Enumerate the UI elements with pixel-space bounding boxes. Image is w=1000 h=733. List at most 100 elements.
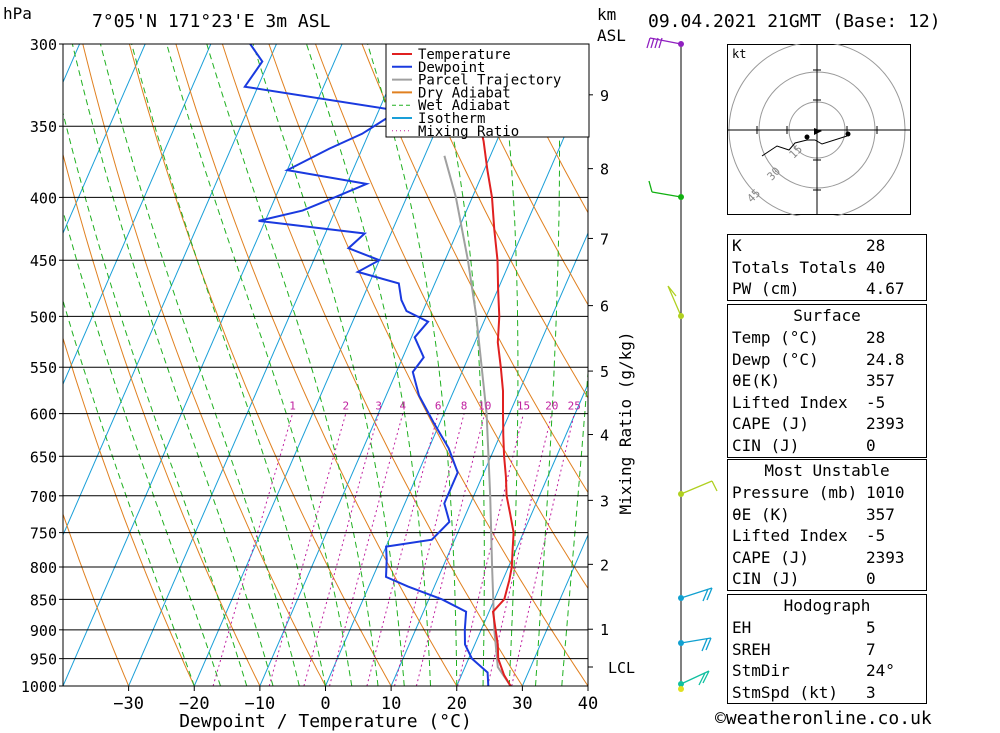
- row-temp: Temp (°C) 28: [732, 328, 886, 347]
- temperature-tick-label: −30: [113, 694, 144, 714]
- wet-adiabat-line: [71, 44, 274, 686]
- hodograph-point: [804, 134, 810, 140]
- mixing-ratio-axis-label: Mixing Ratio (g/kg): [616, 331, 635, 514]
- mixing-ratio-label: 8: [461, 400, 468, 413]
- height-km-label: 9: [600, 87, 609, 105]
- isotherm-line: [521, 533, 588, 686]
- row-cin: CIN (J) 0: [732, 435, 876, 455]
- row-theta-e: θE(K) 357: [732, 371, 895, 391]
- mixing-ratio-label: 10: [478, 400, 491, 413]
- row-totals-totals: Totals Totals 40: [732, 257, 886, 277]
- mixing-ratio-label: 3: [375, 400, 382, 413]
- parcel-trajectory-line: [443, 155, 512, 686]
- dry-adiabat-line: [82, 44, 327, 686]
- height-km-label: LCL: [608, 659, 635, 677]
- pressure-tick-label: 850: [30, 591, 57, 609]
- legend-label: Temperature: [418, 47, 511, 63]
- row-theta-e: θE (K) 357: [732, 504, 895, 524]
- row-pw: PW (cm) 4.67: [732, 279, 905, 299]
- wet-adiabat-line: [166, 44, 353, 686]
- mixing-ratio-line: [212, 413, 294, 686]
- wind-level-dot: [678, 194, 684, 200]
- height-km-label: 1: [600, 621, 609, 639]
- height-km-label: 6: [600, 298, 609, 316]
- row-cape: CAPE (J) 2393: [732, 547, 905, 567]
- isotherm-line: [0, 7, 30, 712]
- wind-level-dot: [678, 41, 684, 47]
- pressure-tick-label: 950: [30, 651, 57, 669]
- hodograph: kt 15 30 45: [727, 44, 911, 216]
- row-stmdir: StmDir 24°: [732, 661, 895, 681]
- storm-motion-marker: [814, 128, 822, 135]
- pressure-tick-label: 350: [30, 118, 57, 136]
- mixing-ratio-label: 4: [400, 400, 407, 413]
- height-unit-asl: ASL: [597, 26, 626, 45]
- row-cin: CIN (J) 0: [732, 569, 876, 589]
- pressure-unit-label: hPa: [3, 4, 32, 23]
- pressure-tick-label: 550: [30, 359, 57, 377]
- row-eh: EH 5: [732, 618, 876, 637]
- height-km-label: 8: [600, 161, 609, 179]
- row-dewp: Dewp (°C) 24.8: [732, 349, 905, 369]
- height-km-label: 4: [600, 427, 609, 445]
- dry-adiabat-line: [361, 44, 588, 494]
- surface-title: Surface: [793, 306, 861, 325]
- hodograph-table: Hodograph EH 5 SREH 7 StmDir 24° StmSpd (kt…: [727, 594, 927, 705]
- wind-barb: [667, 285, 682, 317]
- legend-label: Dewpoint: [418, 60, 485, 76]
- hodograph-table-title: Hodograph: [783, 596, 871, 615]
- height-km-label: 2: [600, 556, 609, 574]
- mixing-ratio-label: 1: [289, 400, 296, 413]
- surface-table: Surface Temp (°C) 28 Dewp (°C) 24.8 θE(K) 3…: [727, 304, 927, 458]
- mixing-ratio-line: [303, 413, 380, 686]
- location-title: 7°05'N 171°23'E 3m ASL: [92, 11, 331, 32]
- legend-label: Dry Adiabat: [418, 85, 511, 101]
- temperature-tick-label: 40: [578, 694, 598, 714]
- height-unit-km: km: [597, 5, 617, 24]
- pressure-tick-label: 900: [30, 622, 57, 640]
- mixing-ratio-label: 25: [568, 400, 581, 413]
- temperature-tick-label: −20: [179, 694, 210, 714]
- row-k: K 28: [732, 236, 886, 255]
- wind-level-dot: [678, 491, 684, 497]
- copyright-footer[interactable]: ©weatheronline.co.uk: [715, 708, 932, 729]
- dry-adiabat-line: [454, 44, 588, 306]
- wind-barb: [648, 180, 682, 198]
- pressure-tick-label: 400: [30, 189, 57, 207]
- wind-barb: [646, 37, 682, 49]
- pressure-tick-label: 750: [30, 525, 57, 543]
- hodograph-point: [845, 131, 851, 137]
- pressure-tick-label: 600: [30, 406, 57, 424]
- pressure-tick-label: 800: [30, 559, 57, 577]
- wind-barb: [680, 480, 718, 495]
- mixing-ratio-line: [394, 413, 465, 686]
- dry-adiabat-line: [501, 44, 588, 214]
- dry-adiabat-line: [128, 44, 392, 686]
- temperature-tick-label: 30: [512, 694, 532, 714]
- most-unstable-table: Most Unstable Pressure (mb) 1010 θE (K) 35…: [727, 459, 927, 591]
- isotherm-line: [63, 44, 212, 386]
- dry-adiabat-line: [986, 7, 1000, 712]
- mixing-ratio-label: 2: [342, 400, 349, 413]
- pressure-tick-label: 450: [30, 252, 57, 270]
- row-lifted-index: Lifted Index -5: [732, 392, 886, 412]
- height-km-label: 5: [600, 363, 609, 381]
- row-cape: CAPE (J) 2393: [732, 414, 905, 434]
- isotherm-line: [63, 44, 343, 686]
- wet-adiabat-line: [63, 111, 248, 686]
- hodograph-unit: kt: [732, 47, 746, 61]
- stability-table: K 28 Totals Totals 40 PW (cm) 4.67: [727, 234, 927, 301]
- mixing-ratio-label: 20: [545, 400, 558, 413]
- height-km-label: 7: [600, 230, 609, 248]
- temperature-tick-label: 20: [447, 694, 467, 714]
- mixing-ratio-label: 15: [517, 400, 530, 413]
- pressure-tick-label: 500: [30, 308, 57, 326]
- pressure-tick-label: 300: [30, 36, 57, 54]
- isotherm-line: [456, 382, 588, 686]
- dry-adiabat-line: [407, 44, 588, 399]
- wind-barb: [680, 637, 712, 652]
- wind-level-dot: [678, 686, 684, 692]
- mixing-ratio-line: [511, 413, 575, 686]
